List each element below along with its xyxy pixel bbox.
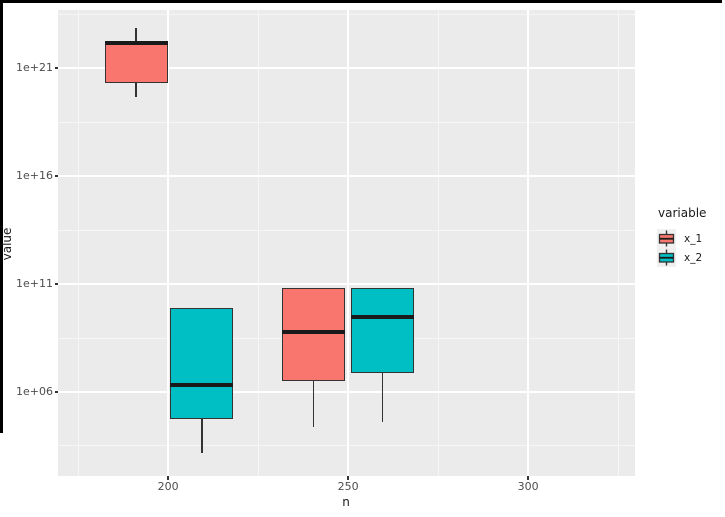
- y-minor-gridline: [58, 229, 635, 231]
- x-minor-gridline: [437, 10, 439, 476]
- y-major-gridline: [58, 175, 635, 177]
- x-major-gridline: [527, 10, 529, 476]
- y-tick-label: 1e+16: [16, 169, 53, 183]
- x-axis-title: n: [342, 495, 350, 509]
- legend-key-boxplot-icon: [657, 229, 676, 248]
- x-tick-label: 250: [337, 480, 359, 493]
- y-axis-title: value: [0, 227, 14, 261]
- x-minor-gridline: [77, 10, 79, 476]
- boxplot-glyph-icon: [658, 249, 675, 266]
- y-tick-label: 1e+21: [16, 61, 53, 75]
- boxplot-median: [170, 383, 234, 387]
- boxplot-lower-whisker: [201, 418, 203, 453]
- x-minor-gridline: [257, 10, 259, 476]
- x-major-gridline: [167, 10, 169, 476]
- x-major-gridline: [347, 10, 349, 476]
- boxplot-box: [104, 41, 168, 83]
- legend-item-x_1: x_1: [657, 229, 725, 248]
- boxplot-box: [350, 288, 414, 373]
- boxplot-median: [350, 315, 414, 319]
- legend-item-x_2: x_2: [657, 248, 725, 267]
- y-minor-gridline: [58, 337, 635, 339]
- x-tick-label: 300: [517, 480, 539, 493]
- legend-item-label: x_1: [684, 233, 703, 245]
- y-tick-label: 1e+11: [16, 277, 53, 291]
- window-border-left: [0, 0, 3, 433]
- x-tickmark: [167, 476, 169, 480]
- y-major-gridline: [58, 283, 635, 285]
- boxplot-glyph-icon: [658, 230, 675, 247]
- x-minor-gridline: [617, 10, 619, 476]
- boxplot-median: [104, 41, 168, 45]
- y-minor-gridline: [58, 445, 635, 447]
- boxplot-box: [282, 288, 346, 381]
- y-tickmark: [54, 67, 58, 69]
- window-border-top: [0, 0, 722, 3]
- y-tick-label: 1e+06: [16, 384, 53, 398]
- boxplot-box: [170, 307, 234, 419]
- y-minor-gridline: [58, 13, 635, 15]
- boxplot-lower-whisker: [135, 82, 137, 98]
- y-minor-gridline: [58, 121, 635, 123]
- y-major-gridline: [58, 67, 635, 69]
- x-tickmark: [527, 476, 529, 480]
- boxplot-median: [282, 330, 346, 334]
- y-tickmark: [54, 391, 58, 393]
- y-tickmark: [54, 175, 58, 177]
- legend-item-label: x_2: [684, 252, 703, 264]
- plot-panel: [58, 10, 635, 476]
- x-tickmark: [347, 476, 349, 480]
- boxplot-lower-whisker: [381, 372, 384, 422]
- boxplot-lower-whisker: [312, 380, 315, 427]
- y-major-gridline: [58, 391, 635, 393]
- x-tick-label: 200: [157, 480, 179, 493]
- y-tickmark: [54, 283, 58, 285]
- legend-title: variable: [658, 206, 707, 220]
- legend-key-boxplot-icon: [657, 248, 676, 267]
- boxplot-upper-whisker: [135, 28, 137, 42]
